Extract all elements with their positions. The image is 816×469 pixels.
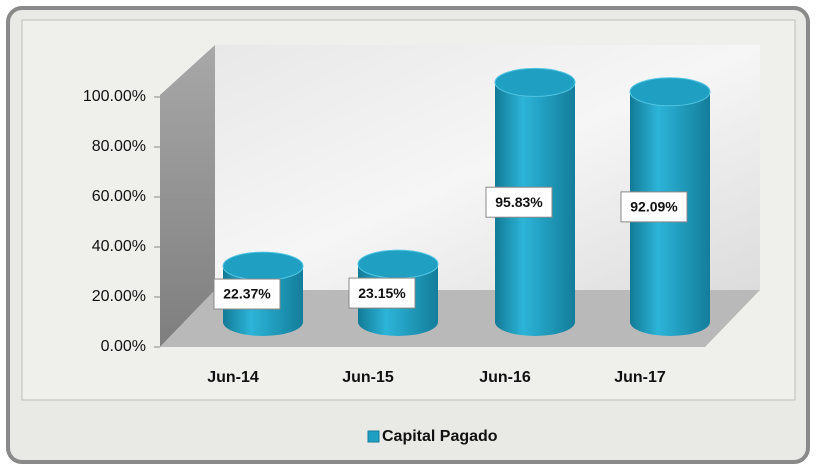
value-label: 95.83%: [495, 194, 543, 210]
x-tick-label: Jun-14: [207, 369, 259, 386]
cylinder-top: [629, 77, 711, 107]
cylinder-top: [357, 249, 439, 279]
floor: [160, 290, 760, 347]
x-tick-label: Jun-15: [342, 369, 394, 386]
legend-swatch: [367, 430, 380, 443]
x-tick-label: Jun-16: [479, 369, 531, 386]
value-label: 22.37%: [223, 286, 271, 302]
legend-label: Capital Pagado: [382, 428, 498, 445]
value-label-box: [485, 186, 553, 218]
value-label-box: [620, 191, 688, 223]
value-label-box: [348, 277, 416, 309]
y-tick-label: 100.00%: [83, 88, 146, 105]
back-wall: [215, 45, 760, 290]
value-label: 92.09%: [630, 199, 678, 215]
y-tick-label: 60.00%: [92, 188, 146, 205]
y-tick-label: 20.00%: [92, 288, 146, 305]
y-tick-label: 80.00%: [92, 138, 146, 155]
y-tick-label: 0.00%: [101, 338, 146, 355]
x-tick-label: Jun-17: [614, 369, 666, 386]
value-label: 23.15%: [358, 285, 406, 301]
cylinder-top: [222, 251, 304, 281]
side-wall: [160, 45, 215, 347]
cylinder-top: [494, 67, 576, 97]
value-label-box: [213, 278, 281, 310]
y-tick-label: 40.00%: [92, 238, 146, 255]
